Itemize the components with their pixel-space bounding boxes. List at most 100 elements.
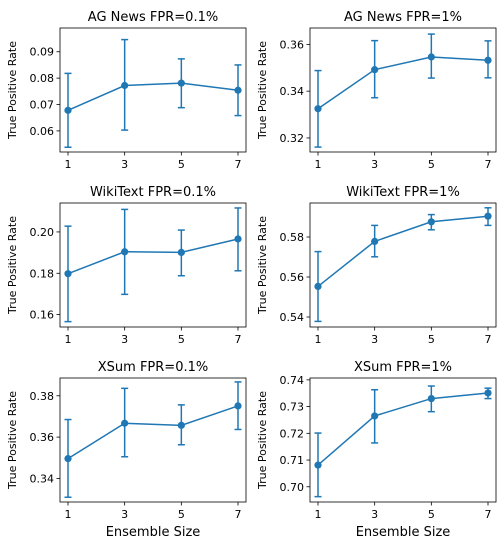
data-point (64, 106, 72, 114)
data-point (371, 412, 379, 420)
y-axis-label: True Positive Rate (6, 41, 19, 140)
x-tick-label: 1 (65, 333, 72, 346)
y-tick-label: 0.58 (280, 231, 305, 244)
data-point (234, 86, 242, 94)
chart-title: AG News FPR=0.1% (88, 10, 218, 25)
y-tick-label: 0.38 (30, 390, 55, 403)
x-tick-label: 3 (371, 333, 378, 346)
data-point (371, 237, 379, 245)
x-tick-label: 5 (428, 158, 435, 171)
chart-title: XSum FPR=1% (354, 360, 452, 375)
data-point (64, 270, 72, 278)
y-axis-label: True Positive Rate (6, 391, 19, 490)
data-point (314, 461, 322, 469)
chart-panel: XSum FPR=1% True Positive Rate 0.70 0.71 0.7… (256, 360, 497, 540)
y-tick-label: 0.73 (280, 401, 305, 414)
y-tick-label: 0.34 (30, 472, 55, 485)
x-tick-label: 3 (121, 158, 128, 171)
x-tick-label: 7 (485, 158, 492, 171)
data-point (314, 282, 322, 290)
chart-panel: AG News FPR=0.1% True Positive Rate 0.06 0.… (6, 10, 247, 171)
data-point (177, 248, 185, 256)
data-point (64, 455, 72, 463)
y-tick-label: 0.08 (30, 72, 55, 85)
axes-frame (59, 27, 247, 153)
data-point (484, 212, 492, 220)
y-axis-label: True Positive Rate (256, 41, 269, 140)
x-tick-label: 1 (315, 158, 322, 171)
data-point (234, 235, 242, 243)
data-point (427, 218, 435, 226)
y-tick-label: 0.09 (30, 46, 55, 59)
y-tick-label: 0.71 (280, 454, 305, 467)
x-axis-label: Ensemble Size (356, 525, 451, 539)
y-tick-label: 0.74 (280, 374, 305, 387)
x-tick-label: 7 (485, 333, 492, 346)
y-tick-label: 0.16 (30, 309, 55, 322)
data-point (427, 394, 435, 403)
x-tick-label: 5 (178, 508, 185, 521)
y-tick-label: 0.36 (280, 38, 305, 51)
y-tick-label: 0.07 (30, 99, 55, 112)
x-tick-label: 3 (121, 333, 128, 346)
x-tick-label: 1 (315, 333, 322, 346)
chart-panel: AG News FPR=1% True Positive Rate 0.32 0.34… (256, 10, 497, 171)
x-tick-label: 5 (428, 508, 435, 521)
x-tick-label: 5 (178, 158, 185, 171)
data-point (177, 421, 185, 429)
x-tick-label: 7 (235, 333, 242, 346)
series-line (67, 405, 239, 460)
y-axis-label: True Positive Rate (256, 216, 269, 315)
y-tick-label: 0.54 (280, 311, 305, 324)
data-point (121, 81, 129, 90)
x-tick-label: 3 (121, 508, 128, 521)
chart-title: AG News FPR=1% (344, 10, 462, 25)
x-tick-label: 1 (65, 158, 72, 171)
series-line (67, 82, 239, 112)
series-line (317, 56, 489, 110)
y-axis-label: True Positive Rate (256, 391, 269, 490)
axes-frame (309, 202, 497, 328)
x-tick-label: 5 (428, 333, 435, 346)
series-line (317, 392, 489, 466)
data-point (427, 53, 435, 61)
y-tick-label: 0.20 (30, 226, 55, 239)
chart-title: WikiText FPR=0.1% (90, 185, 216, 200)
y-tick-label: 0.56 (280, 271, 305, 284)
data-point (314, 105, 322, 113)
chart-panel: XSum FPR=0.1% True Positive Rate 0.34 0.36 0… (6, 360, 247, 540)
data-point (177, 79, 185, 87)
x-tick-label: 7 (235, 158, 242, 171)
y-tick-label: 0.72 (280, 427, 305, 440)
chart-title: XSum FPR=0.1% (98, 360, 208, 375)
y-tick-label: 0.32 (280, 132, 305, 145)
chart-panel: WikiText FPR=1% True Positive Rate 0.54 0.5… (256, 185, 497, 346)
axes-frame (59, 377, 247, 503)
chart-panel: WikiText FPR=0.1% True Positive Rate 0.16 0… (6, 185, 247, 346)
chart-title: WikiText FPR=1% (346, 185, 460, 200)
data-point (121, 248, 129, 256)
x-tick-label: 5 (178, 333, 185, 346)
data-point (484, 56, 492, 64)
x-tick-label: 7 (235, 508, 242, 521)
data-point (371, 66, 379, 74)
y-tick-label: 0.18 (30, 267, 55, 280)
data-point (234, 402, 242, 410)
x-tick-label: 1 (315, 508, 322, 521)
y-tick-label: 0.36 (30, 431, 55, 444)
y-tick-label: 0.34 (280, 85, 305, 98)
y-tick-label: 0.70 (280, 481, 305, 494)
x-axis-label: Ensemble Size (106, 525, 201, 539)
x-tick-label: 3 (371, 508, 378, 521)
y-tick-label: 0.06 (30, 125, 55, 138)
axes-frame (309, 377, 497, 503)
data-point (484, 389, 492, 397)
data-point (121, 419, 129, 427)
x-tick-label: 7 (485, 508, 492, 521)
x-tick-label: 3 (371, 158, 378, 171)
series-line (317, 215, 489, 287)
axes-frame (59, 202, 247, 328)
series-line (67, 238, 239, 275)
axes-frame (309, 27, 497, 153)
